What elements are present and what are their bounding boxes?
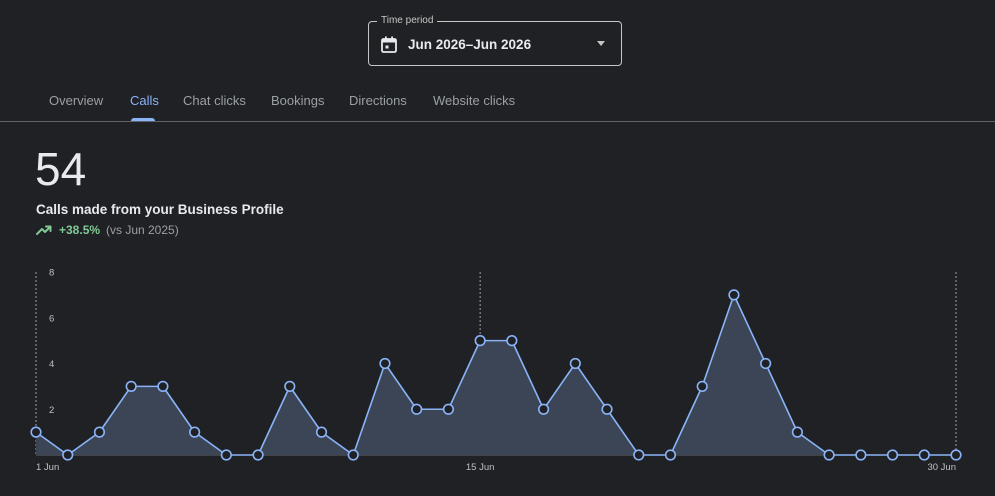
- tab-directions[interactable]: Directions: [349, 93, 407, 108]
- series-line: [35, 294, 956, 456]
- data-point: [696, 380, 708, 392]
- data-point: [252, 449, 264, 461]
- data-point: [284, 380, 296, 392]
- data-point: [474, 335, 486, 347]
- y-tick-label: 4: [49, 359, 54, 370]
- data-point: [157, 380, 169, 392]
- trend-comparison: (vs Jun 2025): [106, 223, 179, 237]
- data-point: [601, 403, 613, 415]
- data-point: [189, 426, 201, 438]
- tab-website-clicks[interactable]: Website clicks: [433, 93, 516, 108]
- trend-change: +38.5%: [59, 223, 101, 237]
- data-point: [506, 335, 518, 347]
- data-point: [411, 403, 423, 415]
- metric-total: 54: [35, 143, 87, 195]
- data-point: [855, 449, 867, 461]
- data-point: [62, 449, 74, 461]
- data-point: [728, 289, 740, 301]
- metric-tabs: Overview Calls Chat clicks Bookings Dire…: [0, 82, 995, 122]
- time-period-label: Time period: [377, 14, 438, 28]
- data-point: [30, 426, 42, 438]
- y-tick-label: 2: [49, 405, 54, 416]
- tab-overview[interactable]: Overview: [49, 93, 104, 108]
- time-period-select[interactable]: Time period Jun 2026–Jun 2026: [368, 14, 622, 66]
- data-point: [93, 426, 106, 438]
- data-point: [918, 449, 930, 461]
- data-point: [664, 449, 677, 461]
- y-tick-label: 6: [49, 313, 54, 324]
- data-point: [347, 449, 359, 461]
- time-period-value: Jun 2026–Jun 2026: [408, 37, 532, 52]
- data-point: [220, 449, 232, 461]
- x-tick-label: 15 Jun: [466, 462, 495, 473]
- x-tick-label: 30 Jun: [927, 462, 956, 473]
- data-point: [537, 403, 550, 415]
- data-point: [886, 449, 899, 461]
- calendar-icon: [381, 36, 397, 53]
- x-tick-label: 1 Jun: [36, 462, 59, 473]
- data-point: [791, 426, 803, 438]
- data-point: [760, 357, 772, 370]
- tab-chat-clicks[interactable]: Chat clicks: [183, 93, 246, 108]
- active-tab-indicator: [131, 118, 155, 121]
- y-tick-label: 8: [49, 268, 54, 279]
- dropdown-arrow-icon: [597, 41, 605, 46]
- data-point: [950, 449, 962, 461]
- data-point: [379, 357, 391, 370]
- data-point: [633, 449, 645, 461]
- metric-description: Calls made from your Business Profile: [36, 202, 284, 217]
- data-point: [315, 426, 328, 438]
- data-point: [569, 357, 581, 370]
- tab-calls[interactable]: Calls: [130, 93, 159, 108]
- tab-bookings[interactable]: Bookings: [271, 93, 325, 108]
- data-point: [823, 449, 835, 461]
- data-point: [125, 380, 137, 392]
- trending-up-icon: [36, 225, 52, 235]
- series-area: [36, 294, 956, 455]
- data-point: [442, 403, 455, 415]
- calls-chart: 8 6 4 2 1 Jun 15 Jun 30 Jun: [30, 268, 962, 473]
